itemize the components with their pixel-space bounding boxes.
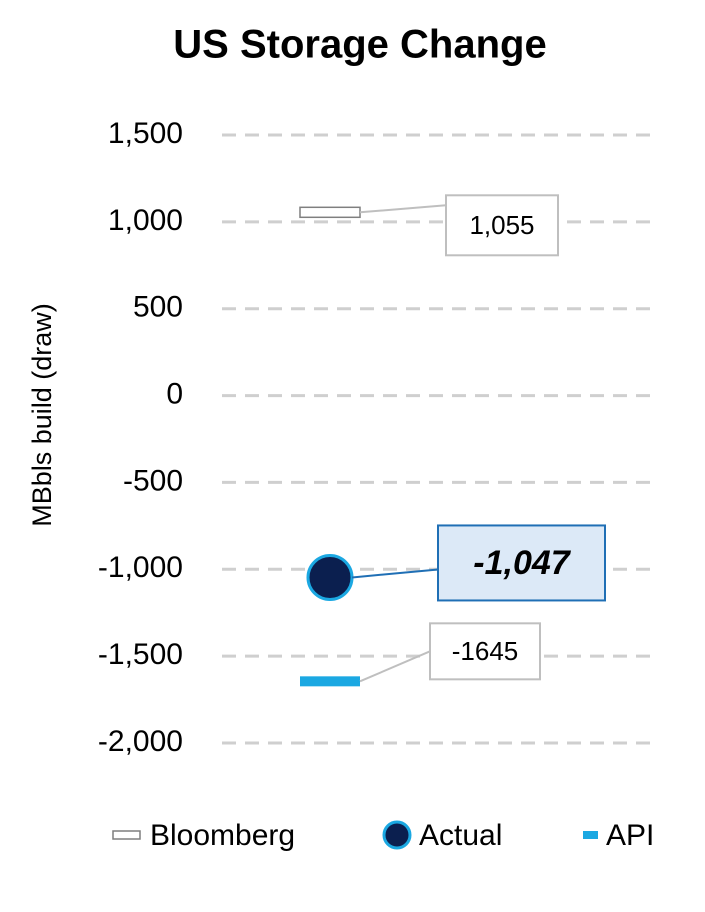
chart-title: US Storage Change — [173, 23, 546, 67]
callout-leader — [359, 650, 431, 683]
marker-dash — [300, 676, 360, 687]
marker-point — [306, 553, 354, 601]
y-tick-label: -2,000 — [98, 725, 183, 758]
callout-box — [437, 524, 606, 602]
callout-leader — [351, 568, 439, 579]
y-tick-label: -1,000 — [98, 551, 183, 584]
value-label: 1,055 — [469, 210, 534, 240]
legend-swatch — [583, 831, 598, 839]
y-tick-label: 1,000 — [108, 204, 183, 237]
legend-label: API — [606, 819, 654, 852]
legend-swatch — [112, 830, 141, 840]
y-tick-label: 1,500 — [108, 117, 183, 150]
y-tick-label: -1,500 — [98, 638, 183, 671]
callout-leader — [359, 204, 447, 214]
y-tick-label: 0 — [166, 377, 183, 410]
legend-label: Bloomberg — [150, 819, 295, 852]
callout-box — [429, 622, 541, 681]
legend-label: Actual — [419, 819, 502, 852]
value-label: -1,047 — [473, 544, 571, 582]
y-axis-label: MBbls build (draw) — [27, 303, 57, 527]
value-label: -1645 — [452, 636, 519, 666]
y-tick-label: -500 — [123, 464, 183, 497]
marker-dash — [299, 206, 361, 219]
y-tick-label: 500 — [133, 291, 183, 324]
legend-swatch — [382, 820, 412, 850]
callout-box — [445, 194, 559, 257]
